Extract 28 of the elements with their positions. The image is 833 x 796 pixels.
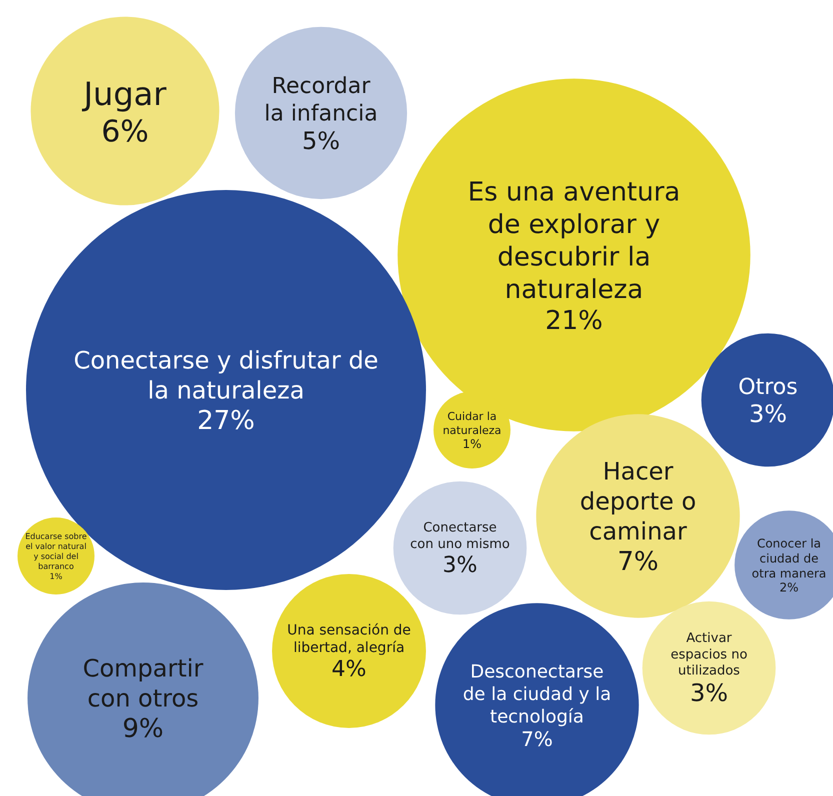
category-label: Activar espacios no utilizados: [670, 631, 748, 679]
category-label: Una sensación de libertad, alegría: [287, 622, 411, 656]
data-label: 5%: [302, 126, 340, 155]
category-label: Jugar: [82, 75, 168, 113]
category-label: Recordar la infancia: [264, 74, 378, 127]
data-label: 27%: [197, 406, 255, 436]
data-label: 2%: [779, 580, 799, 595]
data-label: 3%: [748, 400, 788, 428]
data-label: 21%: [545, 306, 603, 336]
category-label: Desconectarse de la ciudad y la tecnología: [462, 661, 612, 728]
data-label: 3%: [690, 678, 728, 707]
category-label: Conectarse y disfrutar de la naturaleza: [74, 346, 378, 404]
category-label: Es una aventura de explorar y descubrir la naturaleza: [468, 177, 680, 305]
data-label: 6%: [101, 114, 149, 150]
data-label: 1%: [462, 436, 482, 451]
data-label: 7%: [521, 726, 553, 751]
category-label: Educarse sobre el valor natural y social del barranco: [25, 532, 87, 572]
data-label: 1%: [50, 572, 63, 581]
category-label: Cuidar la naturaleza: [442, 410, 502, 437]
data-label: 9%: [122, 714, 164, 744]
category-label: Conocer la ciudad de otra manera: [752, 536, 826, 580]
category-label: Compartir con otros: [82, 654, 204, 712]
category-label: Otros: [738, 374, 798, 400]
data-label: 4%: [332, 657, 366, 682]
data-label: 3%: [442, 552, 478, 578]
data-label: 7%: [617, 547, 659, 578]
category-label: Conectarse con uno mismo: [410, 520, 510, 552]
category-label: Hacer deporte o caminar: [580, 457, 696, 546]
